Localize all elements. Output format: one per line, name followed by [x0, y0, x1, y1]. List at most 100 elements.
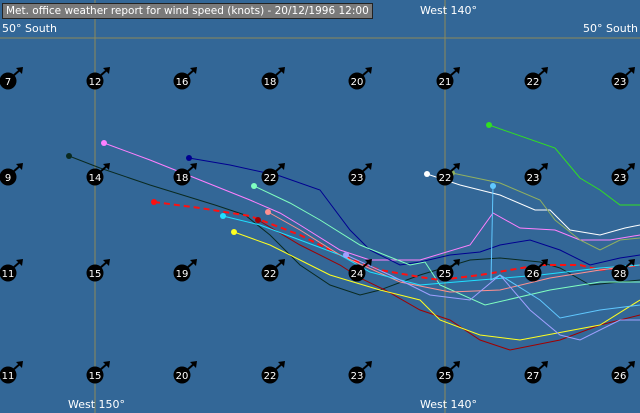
wind-direction-arrow-icon [624, 67, 635, 77]
wind-marker[interactable]: 9 [0, 163, 23, 186]
wind-speed-value: 27 [527, 371, 540, 382]
wind-marker[interactable]: 22 [524, 67, 549, 90]
wind-speed-value: 25 [439, 371, 452, 382]
wind-direction-arrow-icon [361, 259, 372, 269]
wind-marker[interactable]: 22 [261, 259, 286, 282]
wind-marker[interactable]: 23 [524, 163, 549, 186]
wind-marker[interactable]: 23 [348, 163, 373, 186]
wind-direction-arrow-icon [449, 67, 460, 77]
wind-direction-arrow-icon [186, 361, 197, 371]
wind-speed-value: 23 [614, 77, 627, 88]
wind-speed-value: 11 [2, 371, 15, 382]
right-latitude-label: 50° South [583, 22, 638, 35]
storm-track [153, 201, 640, 282]
wind-direction-arrow-icon [361, 163, 372, 173]
wind-speed-value: 20 [351, 77, 364, 88]
track-start-point[interactable] [220, 213, 226, 219]
storm-track [188, 157, 640, 266]
storm-track [233, 231, 640, 341]
wind-speed-value: 19 [176, 269, 189, 280]
wind-direction-arrow-icon [274, 163, 285, 173]
storm-track [345, 254, 640, 341]
wind-speed-value: 11 [2, 269, 15, 280]
storm-track [222, 215, 640, 286]
track-start-point[interactable] [490, 183, 496, 189]
wind-marker[interactable]: 27 [524, 361, 549, 384]
wind-marker[interactable]: 21 [436, 67, 461, 90]
wind-marker[interactable]: 7 [0, 67, 23, 90]
track-start-point[interactable] [486, 122, 492, 128]
wind-marker[interactable]: 11 [0, 361, 23, 384]
wind-direction-arrow-icon [186, 163, 197, 173]
wind-marker[interactable]: 11 [0, 259, 23, 282]
wind-marker[interactable]: 26 [524, 259, 549, 282]
wind-marker[interactable]: 25 [436, 361, 461, 384]
wind-marker[interactable]: 18 [173, 163, 198, 186]
wind-direction-arrow-icon [99, 67, 110, 77]
wind-direction-arrow-icon [12, 259, 23, 269]
wind-marker[interactable]: 15 [86, 259, 111, 282]
wind-marker[interactable]: 18 [261, 67, 286, 90]
wind-speed-value: 28 [614, 269, 627, 280]
wind-marker[interactable]: 14 [86, 163, 111, 186]
wind-direction-arrow-icon [624, 361, 635, 371]
wind-marker[interactable]: 19 [173, 259, 198, 282]
wind-direction-arrow-icon [99, 361, 110, 371]
wind-direction-arrow-icon [12, 361, 23, 371]
wind-marker[interactable]: 26 [611, 361, 636, 384]
wind-speed-value: 26 [614, 371, 627, 382]
track-start-point[interactable] [101, 140, 107, 146]
wind-direction-arrow-icon [12, 163, 23, 173]
wind-speed-value: 23 [527, 173, 540, 184]
wind-marker[interactable]: 23 [611, 67, 636, 90]
storm-track [451, 172, 640, 251]
wind-marker[interactable]: 12 [86, 67, 111, 90]
top-longitude-label: West 140° [420, 4, 478, 17]
wind-speed-value: 16 [176, 77, 189, 88]
wind-marker[interactable]: 20 [348, 67, 373, 90]
wind-marker[interactable]: 25 [436, 259, 461, 282]
wind-marker[interactable]: 15 [86, 361, 111, 384]
wind-direction-arrow-icon [537, 67, 548, 77]
wind-marker[interactable]: 23 [611, 163, 636, 186]
wind-direction-arrow-icon [99, 259, 110, 269]
wind-marker[interactable]: 28 [611, 259, 636, 282]
wind-marker[interactable]: 20 [173, 361, 198, 384]
track-start-point[interactable] [255, 217, 261, 223]
wind-direction-arrow-icon [624, 259, 635, 269]
track-start-point[interactable] [424, 171, 430, 177]
wind-marker[interactable]: 22 [261, 361, 286, 384]
wind-speed-value: 18 [176, 173, 189, 184]
wind-speed-value: 15 [89, 269, 102, 280]
wind-marker[interactable]: 22 [436, 163, 461, 186]
wind-speed-value: 7 [5, 77, 11, 88]
wind-direction-arrow-icon [274, 361, 285, 371]
wind-marker[interactable]: 22 [261, 163, 286, 186]
wind-speed-value: 25 [439, 269, 452, 280]
wind-direction-arrow-icon [624, 163, 635, 173]
wind-marker[interactable]: 24 [348, 259, 373, 282]
wind-speed-value: 22 [439, 173, 452, 184]
wind-direction-arrow-icon [361, 67, 372, 77]
track-start-point[interactable] [265, 209, 271, 215]
wind-speed-value: 15 [89, 371, 102, 382]
map-title: Met. office weather report for wind spee… [2, 3, 373, 19]
storm-track [490, 185, 640, 319]
left-latitude-label: 50° South [2, 22, 57, 35]
wind-speed-value: 22 [527, 77, 540, 88]
track-start-point[interactable] [231, 229, 237, 235]
track-start-point[interactable] [66, 153, 72, 159]
wind-marker[interactable]: 23 [348, 361, 373, 384]
storm-track [426, 173, 640, 236]
wind-marker[interactable]: 16 [173, 67, 198, 90]
track-start-point[interactable] [251, 183, 257, 189]
track-start-point[interactable] [343, 252, 349, 258]
wind-direction-arrow-icon [12, 67, 23, 77]
track-start-point[interactable] [151, 199, 157, 205]
wind-direction-arrow-icon [449, 259, 460, 269]
wind-direction-arrow-icon [449, 163, 460, 173]
wind-direction-arrow-icon [186, 67, 197, 77]
track-start-point[interactable] [186, 155, 192, 161]
wind-speed-value: 9 [5, 173, 11, 184]
